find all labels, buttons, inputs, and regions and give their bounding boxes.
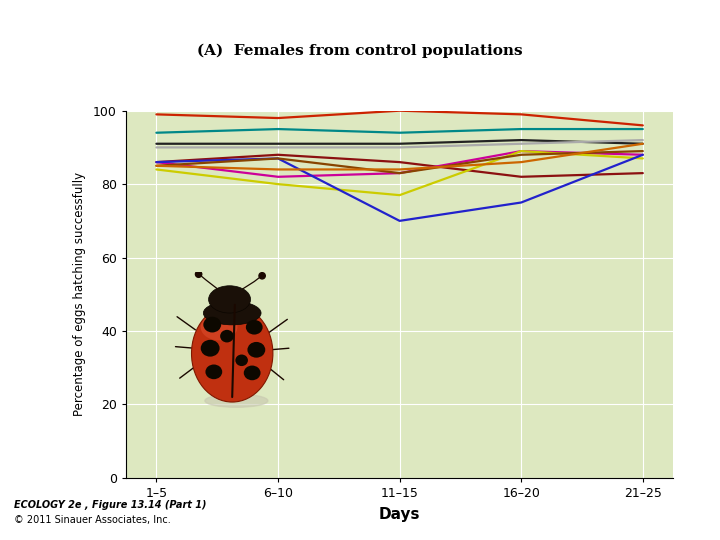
Ellipse shape <box>192 305 273 402</box>
Ellipse shape <box>248 342 265 357</box>
Text: (A)  Females from control populations: (A) Females from control populations <box>197 43 523 58</box>
Circle shape <box>259 273 265 279</box>
Ellipse shape <box>205 394 268 407</box>
Circle shape <box>195 271 202 278</box>
Ellipse shape <box>220 330 234 342</box>
Ellipse shape <box>205 364 222 379</box>
Ellipse shape <box>246 320 263 335</box>
Ellipse shape <box>203 317 221 333</box>
Ellipse shape <box>201 340 220 356</box>
X-axis label: Days: Days <box>379 507 420 522</box>
Ellipse shape <box>244 366 261 380</box>
Ellipse shape <box>209 286 251 313</box>
Ellipse shape <box>235 355 248 366</box>
Ellipse shape <box>203 301 261 325</box>
Text: © 2011 Sinauer Associates, Inc.: © 2011 Sinauer Associates, Inc. <box>14 515 171 525</box>
Y-axis label: Percentage of eggs hatching successfully: Percentage of eggs hatching successfully <box>73 172 86 416</box>
Text: Figure 13.14  Parasites Can Reduce Host Reproduction (Part 1): Figure 13.14 Parasites Can Reduce Host R… <box>6 12 422 25</box>
Text: ECOLOGY 2e , Figure 13.14 (Part 1): ECOLOGY 2e , Figure 13.14 (Part 1) <box>14 500 207 510</box>
Ellipse shape <box>201 314 238 340</box>
